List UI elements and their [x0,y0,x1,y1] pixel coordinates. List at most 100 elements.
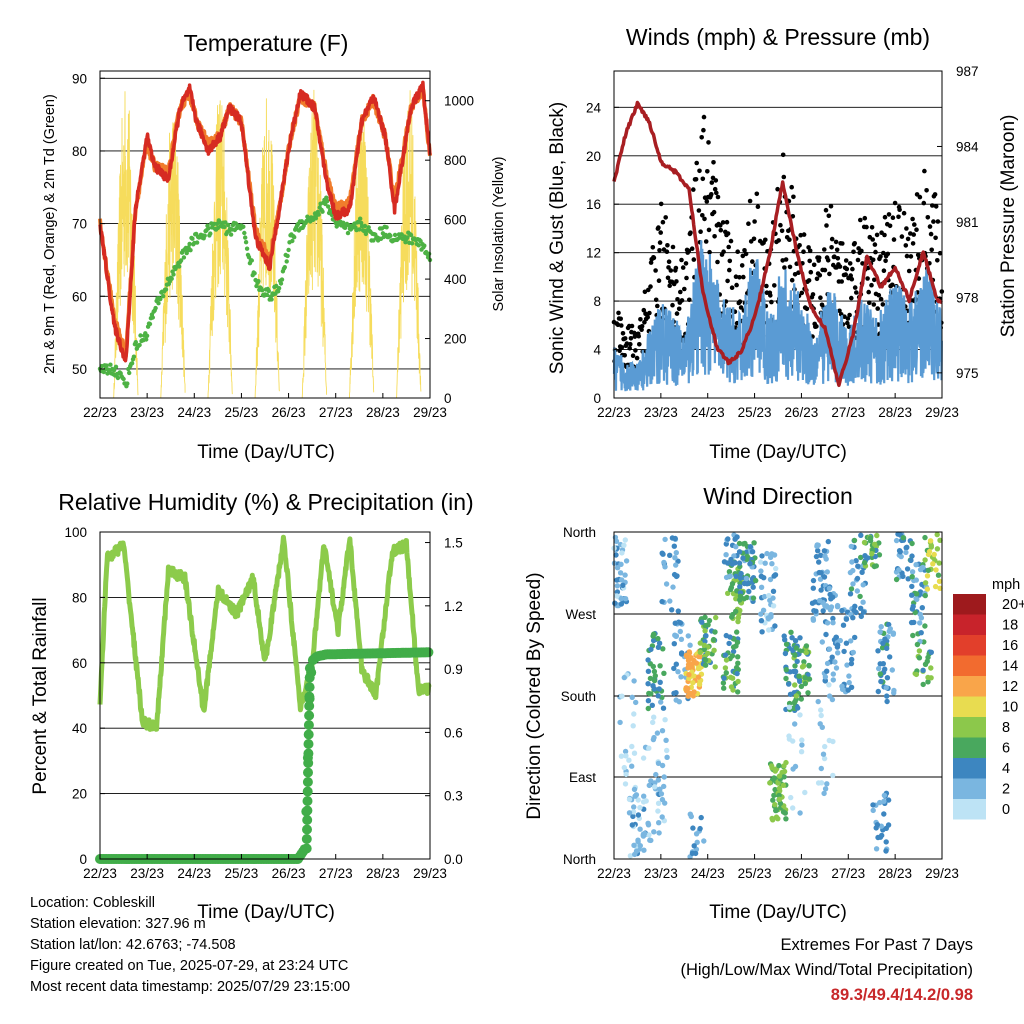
direction-point [826,682,832,688]
dewpoint-point [242,230,247,236]
direction-point [875,688,881,695]
direction-point [805,690,811,696]
direction-point [630,723,636,729]
direction-point [662,800,668,806]
legend-label: 0 [1002,802,1010,818]
x-tick-label: 29/23 [413,405,447,420]
gust-point [852,285,858,290]
gust-point [651,255,657,261]
y-tick-label: 80 [72,144,87,159]
gust-point [890,215,896,220]
winds-ylabel-left: Sonic Wind & Gust (Blue, Black) [547,102,568,374]
direction-point [689,850,696,856]
legend-swatch [953,614,986,635]
direction-point [744,594,750,601]
direction-point [747,560,753,567]
direction-point [620,582,626,588]
direction-point [723,541,729,547]
direction-point [651,714,657,720]
winds-title: Winds (mph) & Pressure (mb) [626,24,930,50]
insolation-day-trace [113,91,139,399]
direction-point [879,645,886,651]
direction-point [802,789,808,796]
precipitation-point [304,663,315,674]
gust-point [848,273,853,278]
gust-point [858,217,863,223]
precipitation-series [95,647,434,864]
dewpoint-point [138,333,143,338]
direction-point [824,668,830,674]
direction-point [850,581,856,587]
gust-point [711,160,716,165]
y-tick-label: 978 [956,290,979,305]
extremes-box: Extremes For Past 7 Days (High/Low/Max W… [680,933,973,1008]
direction-point [820,751,827,757]
gust-point [702,216,707,222]
direction-point [900,573,906,580]
direction-point [922,580,929,586]
gust-point [862,215,868,221]
gust-point [634,355,640,361]
y-tick-label: 4 [593,343,601,358]
direction-point [820,608,826,614]
direction-point [855,563,861,569]
gust-point [867,300,872,305]
direction-point [685,657,692,664]
x-tick-label: 25/23 [738,866,772,881]
direction-point [821,790,827,797]
direction-point [631,750,638,756]
y-tick-label: 70 [72,217,87,232]
direction-point [867,535,874,541]
gust-point [675,297,680,302]
direction-point [750,595,757,601]
direction-point [924,586,931,592]
direction-point [734,629,740,635]
gust-point [780,152,786,158]
y-tick-label: 12 [586,246,601,261]
direction-point [908,557,914,564]
gust-point [688,230,693,235]
gust-point [871,302,877,307]
gust-point [929,247,934,253]
gust-point [834,247,840,253]
direction-point [712,664,718,670]
latlon-text: Station lat/lon: 42.6763; -74.508 [30,937,236,953]
direction-point [646,745,652,751]
direction-point [884,675,891,681]
winds-xlabel: Time (Day/UTC) [709,442,847,463]
direction-point [817,721,823,727]
direction-point [839,686,846,693]
gust-point [870,237,875,242]
direction-point [733,573,739,579]
direction-point [835,650,841,656]
dewpoint-point [416,243,421,248]
y-tick-label: 80 [72,590,87,605]
direction-point [677,628,683,635]
direction-point [818,587,824,593]
direction-point [713,614,719,621]
gust-point [680,265,686,270]
gust-point [656,225,661,230]
direction-point [825,538,831,545]
direction-point [622,537,628,543]
direction-point [678,636,685,642]
dewpoint-point [366,225,371,230]
direction-point [629,694,635,700]
dewpoint-point [129,361,135,366]
direction-point [933,567,939,573]
dewpoint-point [252,271,257,276]
gust-point [818,295,823,300]
direction-point [848,660,855,667]
gust-point [670,244,676,250]
direction-point [677,620,684,626]
direction-point [618,601,625,607]
x-tick-label: 24/23 [691,866,725,881]
direction-point [733,544,739,550]
direction-point [850,567,856,574]
direction-point [818,712,824,719]
direction-point [853,558,859,564]
direction-point [854,588,860,594]
gust-point [807,258,812,264]
direction-point [766,627,772,633]
